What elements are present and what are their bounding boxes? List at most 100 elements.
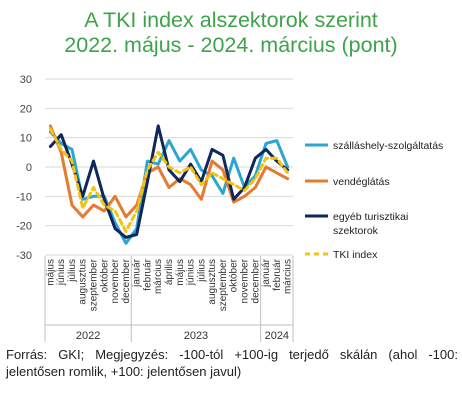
- data-point: [222, 169, 224, 171]
- data-point: [232, 183, 235, 186]
- chart-title-line-1: A TKI index alszektorok szerint: [84, 8, 378, 32]
- year-label: 2022: [76, 330, 100, 342]
- x-tick-label: szeptember: [89, 258, 100, 311]
- data-point: [81, 198, 84, 201]
- year-label: 2024: [265, 330, 289, 342]
- data-point: [232, 157, 235, 159]
- data-point: [103, 204, 106, 206]
- data-point: [125, 236, 127, 239]
- x-tick-label: május: [45, 259, 56, 286]
- data-point: [103, 210, 106, 212]
- y-tick-label: -30: [16, 250, 32, 262]
- x-tick-label: február: [272, 258, 283, 290]
- data-point: [135, 210, 138, 212]
- data-point: [254, 157, 257, 159]
- data-point: [265, 157, 267, 159]
- data-point: [189, 166, 192, 168]
- chart-title-line-2: 2022. május - 2024. március (pont): [64, 33, 398, 57]
- data-point: [92, 160, 95, 162]
- x-tick-label: március: [153, 259, 164, 294]
- data-point: [254, 177, 257, 180]
- data-point: [157, 163, 159, 165]
- data-point: [211, 175, 213, 177]
- data-point: [276, 172, 278, 174]
- data-point: [168, 139, 170, 142]
- data-point: [200, 198, 203, 201]
- x-tick-label: augusztus: [78, 259, 89, 305]
- data-point: [157, 166, 159, 168]
- data-point: [254, 186, 257, 189]
- legend-label: TKI index: [333, 249, 378, 261]
- data-point: [200, 169, 203, 171]
- data-point: [222, 192, 224, 195]
- data-point: [189, 163, 192, 165]
- data-point: [114, 195, 116, 198]
- data-point: [222, 177, 224, 180]
- source-footnote: Forrás: GKI; Megjegyzés: -100-tól +100-i…: [6, 347, 458, 379]
- legend-label: szektorok: [333, 225, 379, 237]
- data-point: [211, 148, 213, 151]
- x-tick-label: június: [186, 259, 197, 286]
- data-point: [286, 166, 289, 168]
- data-point: [243, 195, 246, 198]
- data-point: [146, 160, 149, 162]
- data-point: [179, 172, 181, 174]
- data-point: [60, 142, 62, 145]
- data-point: [103, 198, 106, 201]
- data-point: [276, 139, 278, 142]
- x-tick-label: október: [99, 258, 110, 292]
- x-tick-label: december: [250, 258, 261, 303]
- y-tick-label: -20: [16, 221, 32, 233]
- data-point: [49, 145, 52, 148]
- x-tick-label: február: [142, 258, 153, 290]
- y-tick-label: -10: [16, 191, 32, 203]
- data-point: [146, 180, 149, 183]
- x-tick-label: március: [283, 259, 294, 294]
- data-point: [81, 195, 84, 198]
- data-point: [222, 154, 224, 157]
- data-point: [232, 201, 235, 203]
- data-point: [92, 195, 95, 198]
- data-point: [276, 157, 278, 159]
- data-point: [211, 160, 213, 162]
- year-groups: 2022 2023 2024: [44, 256, 294, 342]
- data-point: [168, 166, 170, 168]
- data-point: [189, 183, 192, 186]
- data-point: [243, 189, 246, 192]
- data-point: [135, 233, 138, 236]
- x-tick-label: november: [110, 258, 121, 303]
- data-point: [114, 221, 116, 224]
- x-tick-label: június: [56, 259, 67, 286]
- data-point: [265, 148, 267, 151]
- data-point: [60, 133, 62, 136]
- data-point: [125, 242, 127, 245]
- data-point: [125, 230, 127, 233]
- data-point: [92, 204, 95, 206]
- x-tick-label: augusztus: [207, 259, 218, 305]
- x-tick-label: november: [239, 258, 250, 303]
- data-point: [168, 186, 170, 189]
- data-point: [114, 210, 116, 212]
- y-tick-label: 0: [26, 162, 32, 174]
- data-point: [276, 160, 278, 162]
- x-tick-label: május: [175, 259, 186, 286]
- x-axis-ticks: május június július augusztus szeptember októ…: [45, 258, 293, 311]
- data-point: [265, 142, 267, 145]
- data-point: [71, 148, 73, 151]
- data-point: [286, 177, 289, 180]
- data-point: [49, 128, 52, 130]
- x-tick-label: december: [121, 258, 132, 303]
- chart-title: A TKI index alszektorok szerint 2022. má…: [0, 8, 462, 58]
- data-point: [157, 151, 159, 154]
- data-point: [146, 169, 149, 171]
- data-point: [135, 204, 138, 206]
- data-point: [211, 172, 213, 174]
- gridlines: [45, 78, 293, 256]
- y-axis-ticks: -30 -20 -10 0 10 20 30: [16, 74, 32, 262]
- data-point: [179, 160, 181, 162]
- data-point: [60, 151, 62, 154]
- data-point: [157, 125, 159, 127]
- data-point: [265, 166, 267, 168]
- data-point: [60, 148, 62, 151]
